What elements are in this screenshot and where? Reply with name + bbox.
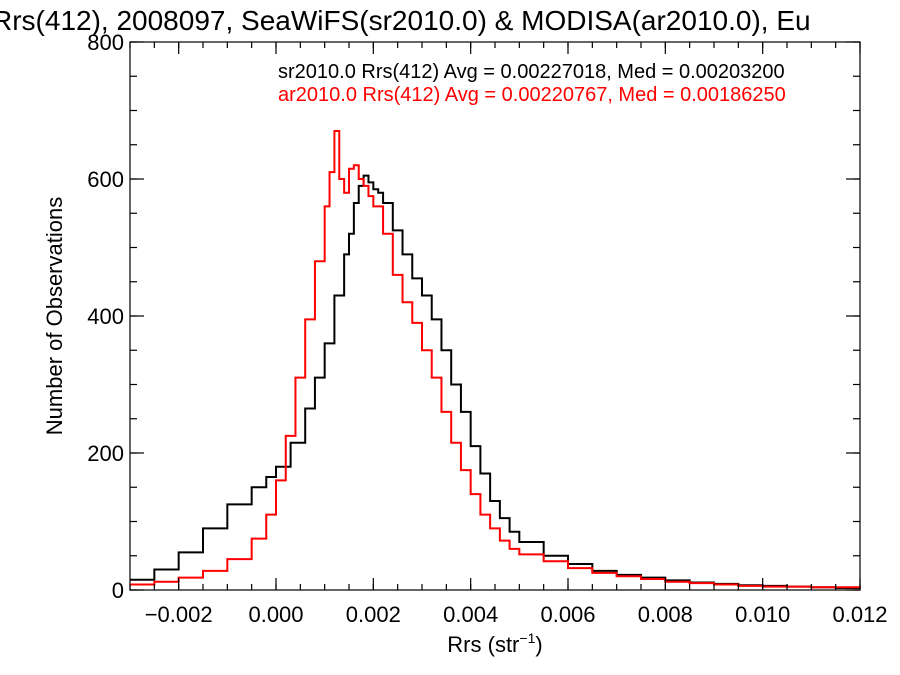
series-sr2010-line (130, 174, 860, 589)
legend-entry-ar2010: ar2010.0 Rrs(412) Avg = 0.00220767, Med … (278, 84, 786, 106)
y-axis-title: Number of Observations (42, 197, 67, 435)
x-axis-title-main: Rrs (str (447, 632, 519, 657)
x-tick-label: 0.006 (540, 602, 595, 627)
plot-border (129, 41, 861, 591)
y-tick-label: 200 (87, 441, 124, 466)
series-layer (130, 130, 861, 589)
x-tick-label: −0.002 (145, 602, 213, 627)
x-tick-label: 0.004 (443, 602, 498, 627)
x-tick-label: 0.012 (832, 602, 887, 627)
x-tick-label: 0.002 (346, 602, 401, 627)
y-tick-label: 800 (87, 30, 124, 55)
x-axis-title-sup: −1 (519, 630, 535, 646)
y-tick-label: 400 (87, 304, 124, 329)
y-tick-label: 600 (87, 167, 124, 192)
x-tick-label: 0.010 (735, 602, 790, 627)
plot-area (129, 41, 861, 591)
x-axis-title: Rrs (str−1) (447, 630, 542, 657)
x-tick-label: 0.000 (248, 602, 303, 627)
x-axis-title-close: ) (535, 632, 542, 657)
tick-layer: −0.002 0.000 0.002 0.004 0.006 0.008 0.010 0.01… (87, 30, 887, 627)
x-tick-label: 0.008 (638, 602, 693, 627)
y-tick-label: 0 (112, 578, 124, 603)
series-ar2010-line (130, 130, 861, 589)
legend-entry-sr2010: sr2010.0 Rrs(412) Avg = 0.00227018, Med … (278, 61, 785, 83)
chart-title: Rrs(412), 2008097, SeaWiFS(sr2010.0) & M… (0, 5, 811, 36)
